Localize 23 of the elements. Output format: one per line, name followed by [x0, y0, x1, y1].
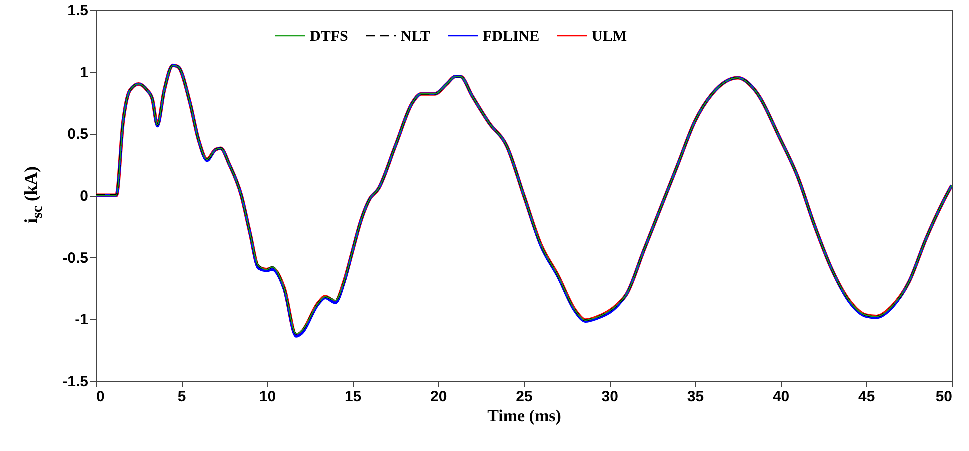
x-axis-title: Time (ms): [488, 406, 562, 426]
x-tick-label: 10: [259, 388, 276, 406]
x-tick-label: 45: [858, 388, 876, 406]
y-tick-label: -1.5: [62, 374, 88, 390]
x-tick-label: 40: [772, 388, 790, 406]
x-tick-label: 50: [936, 388, 952, 406]
x-tick-label: 5: [178, 388, 186, 406]
y-tick-label: 1: [80, 64, 88, 82]
legend-label: NLT: [401, 29, 430, 45]
x-tick-label: 15: [344, 388, 362, 406]
legend-label: FDLINE: [483, 29, 540, 45]
legend-label: ULM: [592, 29, 627, 45]
x-tick-label: 35: [687, 388, 704, 406]
legend-label: DTFS: [310, 29, 348, 45]
x-tick-label: 20: [430, 388, 448, 406]
x-tick-label: 0: [96, 388, 105, 406]
y-tick-label: 0.5: [68, 126, 88, 144]
x-tick-label: 30: [602, 388, 618, 406]
y-tick-label: 0: [80, 188, 88, 205]
x-tick-label: 25: [516, 388, 533, 406]
y-tick-label: -0.5: [62, 250, 88, 267]
y-tick-label: 1.5: [68, 2, 88, 20]
y-tick-label: -1: [75, 312, 88, 329]
